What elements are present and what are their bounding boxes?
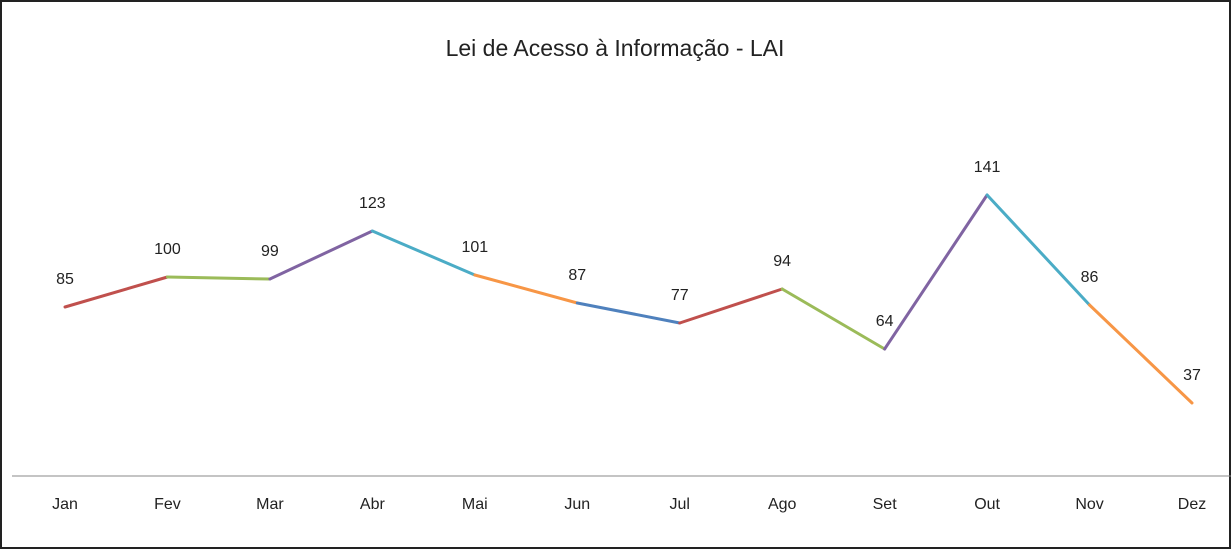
x-tick-label: Jan xyxy=(52,496,78,513)
line-segment xyxy=(575,301,682,325)
x-tick-label: Set xyxy=(873,496,898,513)
x-tick-label: Out xyxy=(974,496,1000,513)
line-segment xyxy=(1088,303,1194,405)
x-tick-label: Dez xyxy=(1178,496,1206,513)
data-label: 99 xyxy=(261,243,279,260)
data-label: 100 xyxy=(154,241,181,258)
data-label: 94 xyxy=(773,253,791,270)
data-label: 123 xyxy=(359,195,386,212)
line-segment xyxy=(63,275,169,309)
data-label: 141 xyxy=(974,159,1001,176)
x-tick-label: Fev xyxy=(154,496,181,513)
x-tick-label: Abr xyxy=(360,496,386,513)
data-label: 77 xyxy=(671,287,689,304)
line-segment xyxy=(165,275,272,281)
chart-title: Lei de Acesso à Informação - LAI xyxy=(446,35,785,61)
x-tick-label: Ago xyxy=(768,496,797,513)
line-segment xyxy=(370,229,477,277)
x-tick-label: Nov xyxy=(1075,496,1103,513)
line-segment xyxy=(883,193,989,351)
data-label: 64 xyxy=(876,313,894,330)
data-label: 86 xyxy=(1081,269,1099,286)
x-tick-label: Mar xyxy=(256,496,284,513)
data-label: 37 xyxy=(1183,367,1201,384)
line-segment xyxy=(678,287,784,325)
line-segment xyxy=(780,287,887,351)
x-tick-label: Jul xyxy=(670,496,690,513)
x-tick-label: Mai xyxy=(462,496,488,513)
data-label: 87 xyxy=(568,267,586,284)
x-tick-label: Jun xyxy=(564,496,590,513)
line-segment xyxy=(268,229,374,281)
data-label: 101 xyxy=(461,239,488,256)
line-segment xyxy=(473,273,579,305)
data-label: 85 xyxy=(56,271,74,288)
line-segment xyxy=(985,193,1092,307)
